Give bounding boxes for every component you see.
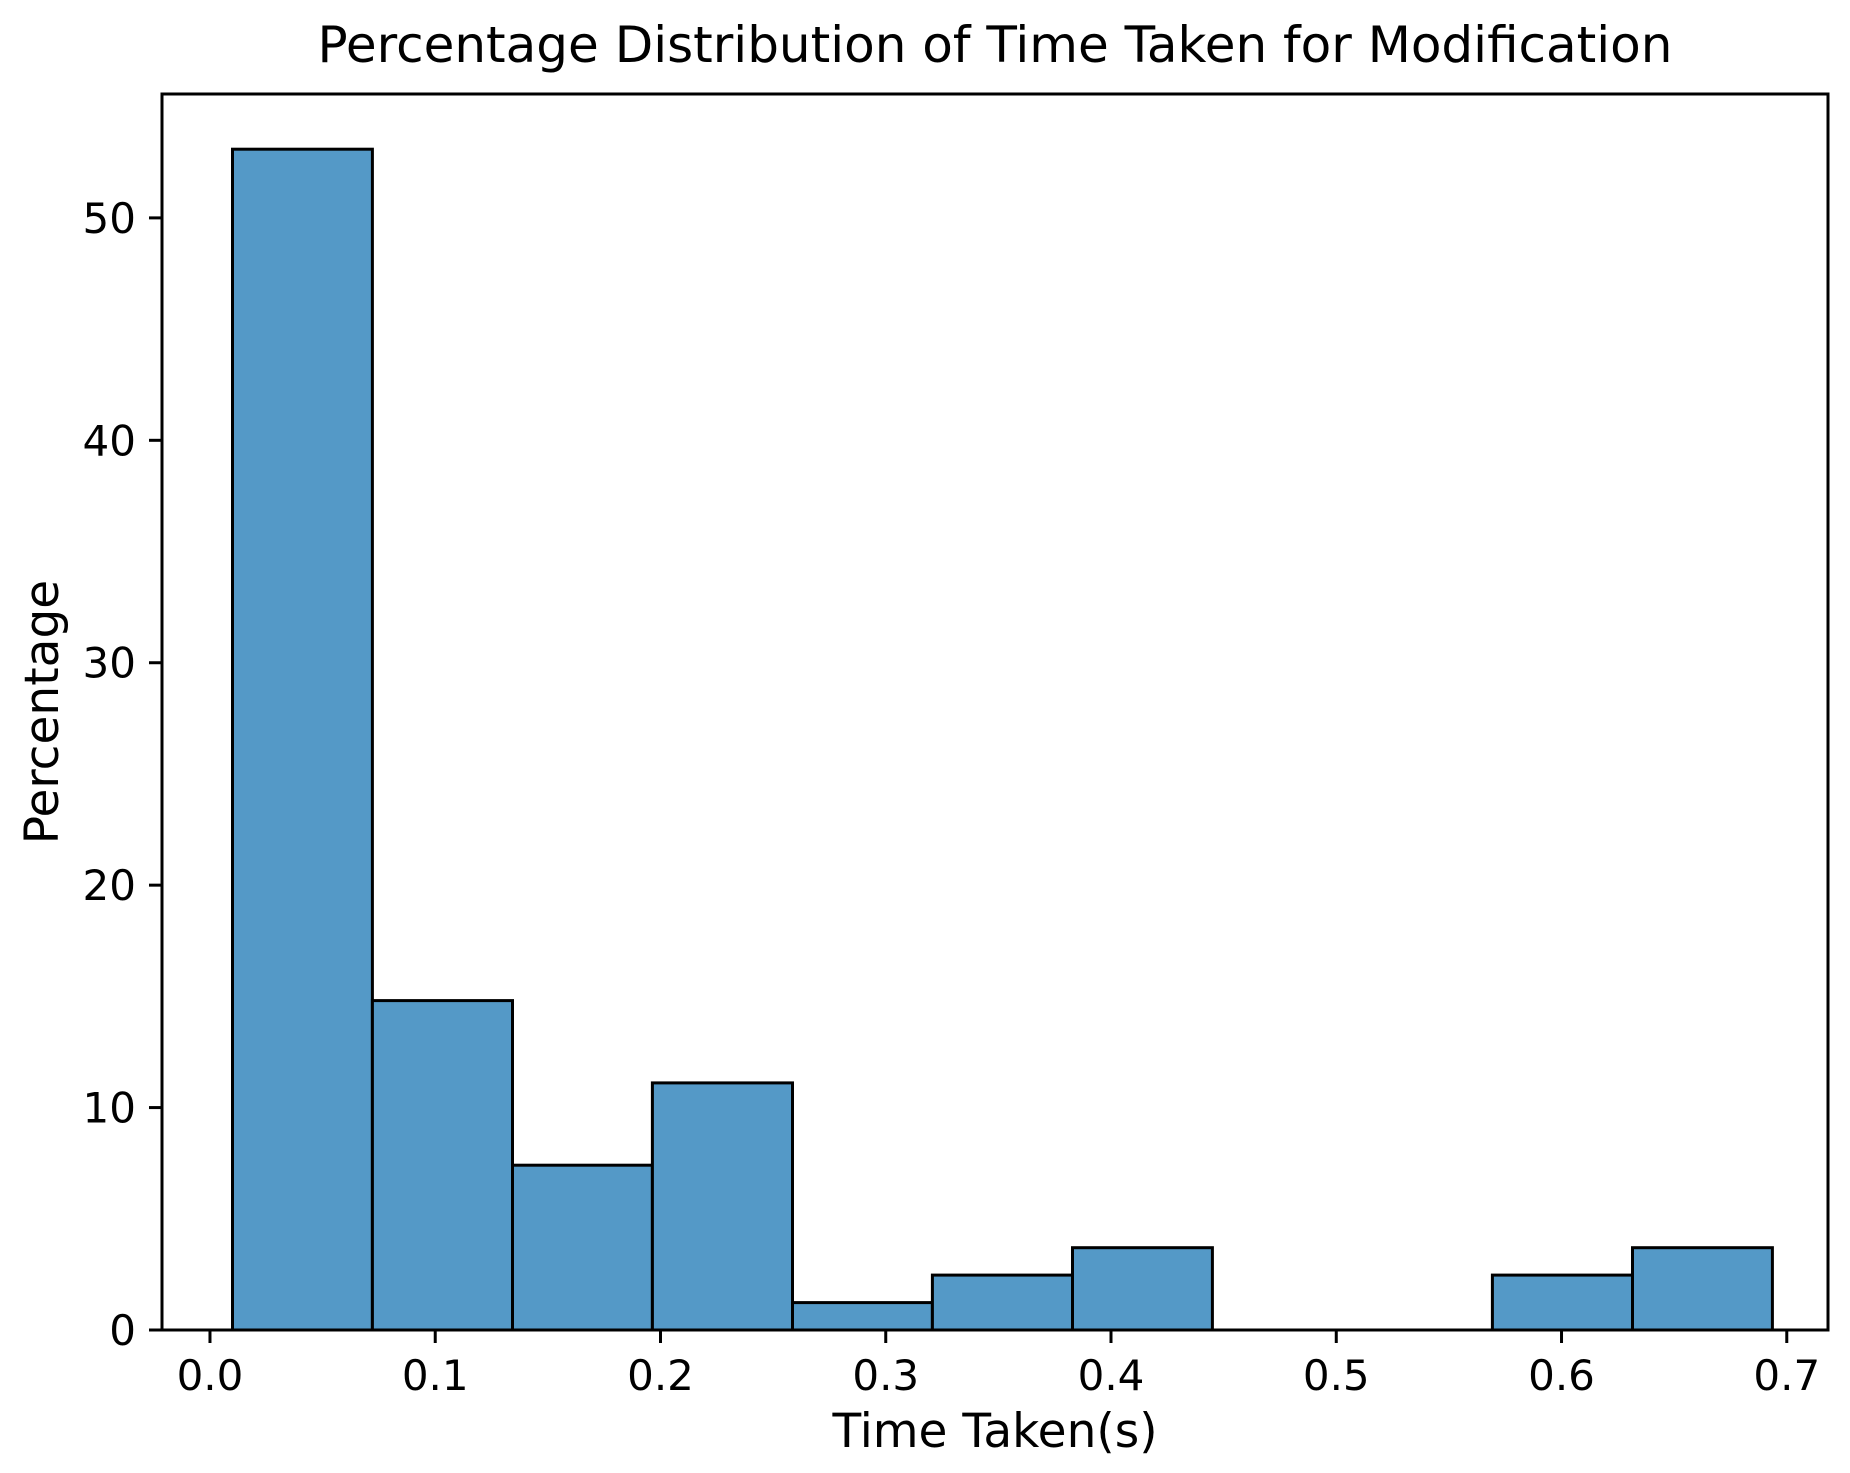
histogram-bar (1071, 1246, 1214, 1332)
histogram-bar (1490, 1273, 1635, 1332)
x-tick-label: 0.7 (1753, 1351, 1820, 1400)
histogram-bar (231, 147, 374, 1332)
x-tick-label: 0.5 (1303, 1351, 1370, 1400)
histogram-bar (650, 1081, 795, 1332)
y-tick-label: 30 (83, 639, 136, 688)
y-tick-label: 0 (109, 1306, 136, 1355)
y-tick-label: 50 (83, 194, 136, 243)
x-tick-label: 0.0 (177, 1351, 244, 1400)
histogram-bar (370, 999, 514, 1332)
x-tick-label: 0.2 (627, 1351, 694, 1400)
histogram-bar (791, 1301, 934, 1332)
y-axis-label: Percentage (15, 580, 70, 844)
bars-layer (231, 147, 1774, 1332)
x-tick-label: 0.1 (402, 1351, 469, 1400)
axes-layer: 0.0 0.1 0.2 0.3 0.4 0.5 0.6 0.7 0 10 20 30 40 50 (83, 92, 1830, 1400)
x-tick-label: 0.6 (1528, 1351, 1595, 1400)
x-tick-label: 0.4 (1078, 1351, 1145, 1400)
histogram-bar (511, 1163, 654, 1332)
x-axis-label: Time Taken(s) (831, 1404, 1157, 1459)
histogram-bar (930, 1273, 1075, 1332)
y-tick-label: 40 (83, 416, 136, 465)
histogram-bar (1631, 1246, 1774, 1332)
y-tick-label: 20 (83, 861, 136, 910)
plot-spines (160, 92, 1830, 1332)
x-tick-label: 0.3 (852, 1351, 919, 1400)
chart-title: Percentage Distribution of Time Taken fo… (318, 16, 1673, 74)
y-tick-label: 10 (83, 1084, 136, 1133)
